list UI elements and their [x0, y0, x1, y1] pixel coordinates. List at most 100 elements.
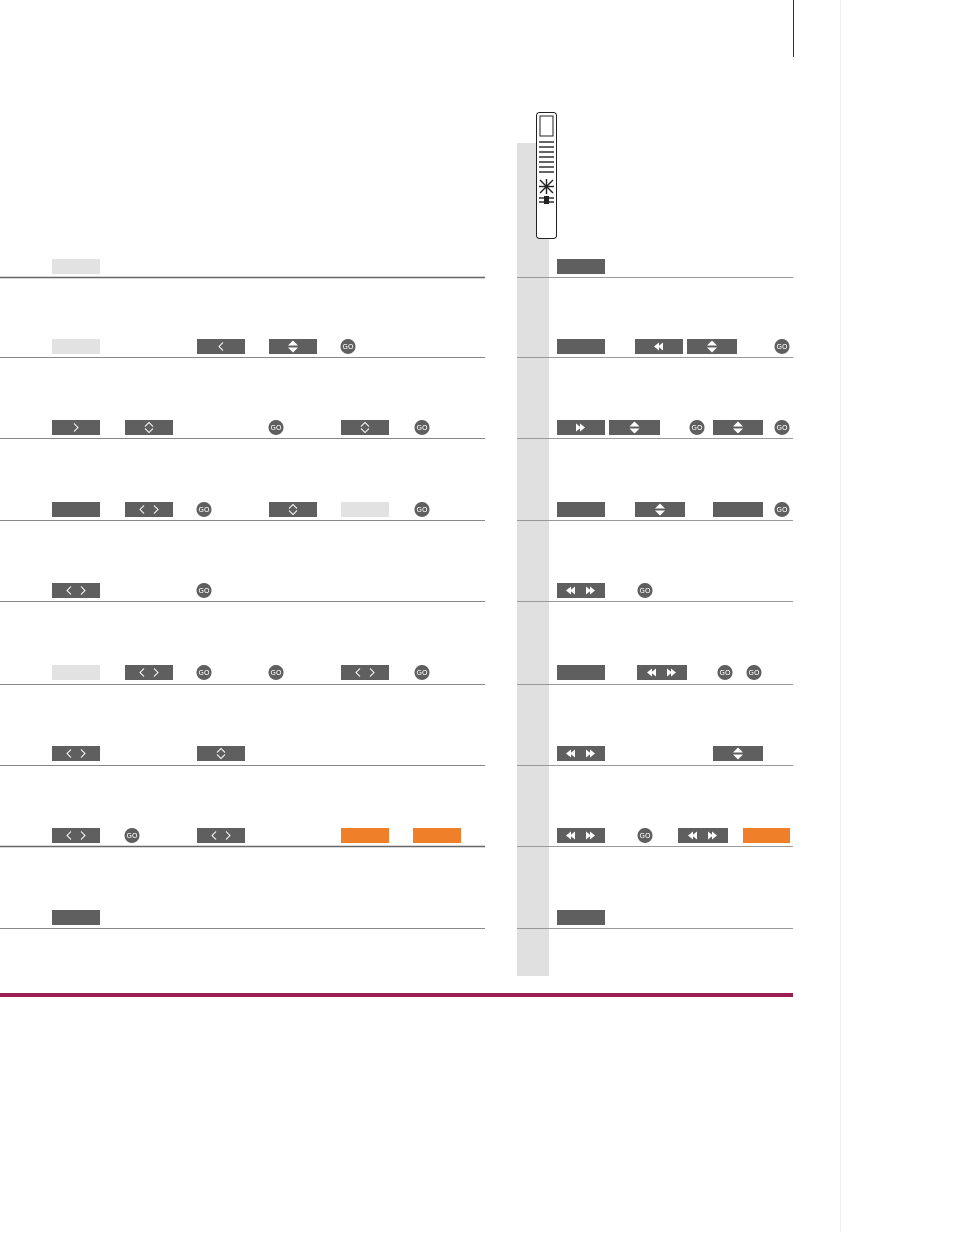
key-button [557, 828, 605, 843]
glyph [586, 586, 591, 595]
key-button [341, 665, 389, 680]
glyph [733, 421, 743, 427]
glyph [651, 668, 656, 677]
key-glyph [707, 340, 717, 353]
key-glyph [654, 342, 663, 351]
glyph [288, 340, 298, 346]
go-button [774, 420, 790, 435]
glyph [655, 503, 665, 509]
glyph [671, 668, 676, 677]
go-label: GO [271, 669, 282, 677]
key-glyph [733, 421, 743, 434]
go-label: GO [692, 424, 703, 432]
key-button [52, 259, 100, 274]
glyph [712, 831, 717, 840]
key-button [197, 746, 245, 761]
orange-button [413, 828, 461, 843]
glyph [139, 505, 145, 514]
glyph [667, 668, 672, 677]
key-glyph [688, 831, 717, 840]
key-button [341, 420, 389, 435]
glyph [369, 668, 375, 677]
glyph [570, 749, 575, 758]
go-button [774, 502, 790, 517]
glyph [586, 749, 591, 758]
go-button [268, 420, 284, 435]
remote-icon [536, 112, 557, 239]
key-glyph [288, 503, 298, 516]
go-label: GO [749, 669, 760, 677]
glyph [144, 428, 154, 434]
glyph [80, 831, 86, 840]
key-glyph [566, 831, 595, 840]
glyph [733, 428, 743, 434]
go-label: GO [640, 587, 651, 595]
go-label: GO [417, 424, 428, 432]
key-button [125, 502, 173, 517]
go-button [746, 665, 762, 680]
glyph [655, 510, 665, 516]
footer-rule [0, 993, 793, 997]
glyph [590, 586, 595, 595]
glyph [80, 749, 86, 758]
key-button [52, 665, 100, 680]
key-button [713, 502, 763, 517]
glyph [66, 749, 72, 758]
go-label: GO [199, 587, 210, 595]
glyph [586, 831, 591, 840]
side-band [517, 143, 549, 976]
glyph [707, 340, 717, 346]
go-label: GO [417, 669, 428, 677]
go-button [414, 420, 430, 435]
key-button [52, 420, 100, 435]
go-button [196, 583, 212, 598]
key-button [197, 339, 245, 354]
glyph [66, 831, 72, 840]
key-glyph [216, 747, 226, 760]
glyph [218, 342, 224, 351]
go-label: GO [777, 343, 788, 351]
key-button [269, 502, 317, 517]
key-glyph [288, 340, 298, 353]
key-button [52, 746, 100, 761]
glyph [144, 421, 154, 427]
glyph [580, 423, 585, 432]
glyph [216, 754, 226, 760]
glyph [80, 586, 86, 595]
key-glyph [66, 831, 86, 840]
glyph [225, 831, 231, 840]
orange-button [341, 828, 389, 843]
go-label: GO [199, 506, 210, 514]
glyph [647, 668, 652, 677]
key-glyph [566, 749, 595, 758]
key-button [557, 259, 605, 274]
key-glyph [66, 749, 86, 758]
go-label: GO [199, 669, 210, 677]
key-button [341, 502, 389, 517]
glyph [570, 831, 575, 840]
go-label: GO [777, 506, 788, 514]
key-button [125, 420, 173, 435]
key-button [713, 420, 763, 435]
key-button [52, 910, 100, 925]
key-glyph [139, 505, 159, 514]
key-glyph [576, 423, 585, 432]
key-glyph [139, 668, 159, 677]
go-label: GO [640, 832, 651, 840]
key-button [52, 828, 100, 843]
key-glyph [355, 668, 375, 677]
go-button [689, 420, 705, 435]
go-button [340, 339, 356, 354]
key-glyph [655, 503, 665, 516]
key-button [687, 339, 737, 354]
key-glyph [733, 747, 743, 760]
glyph [153, 505, 159, 514]
go-button [268, 665, 284, 680]
glyph [66, 586, 72, 595]
glyph [360, 421, 370, 427]
glyph [590, 749, 595, 758]
key-glyph [211, 831, 231, 840]
glyph [688, 831, 693, 840]
